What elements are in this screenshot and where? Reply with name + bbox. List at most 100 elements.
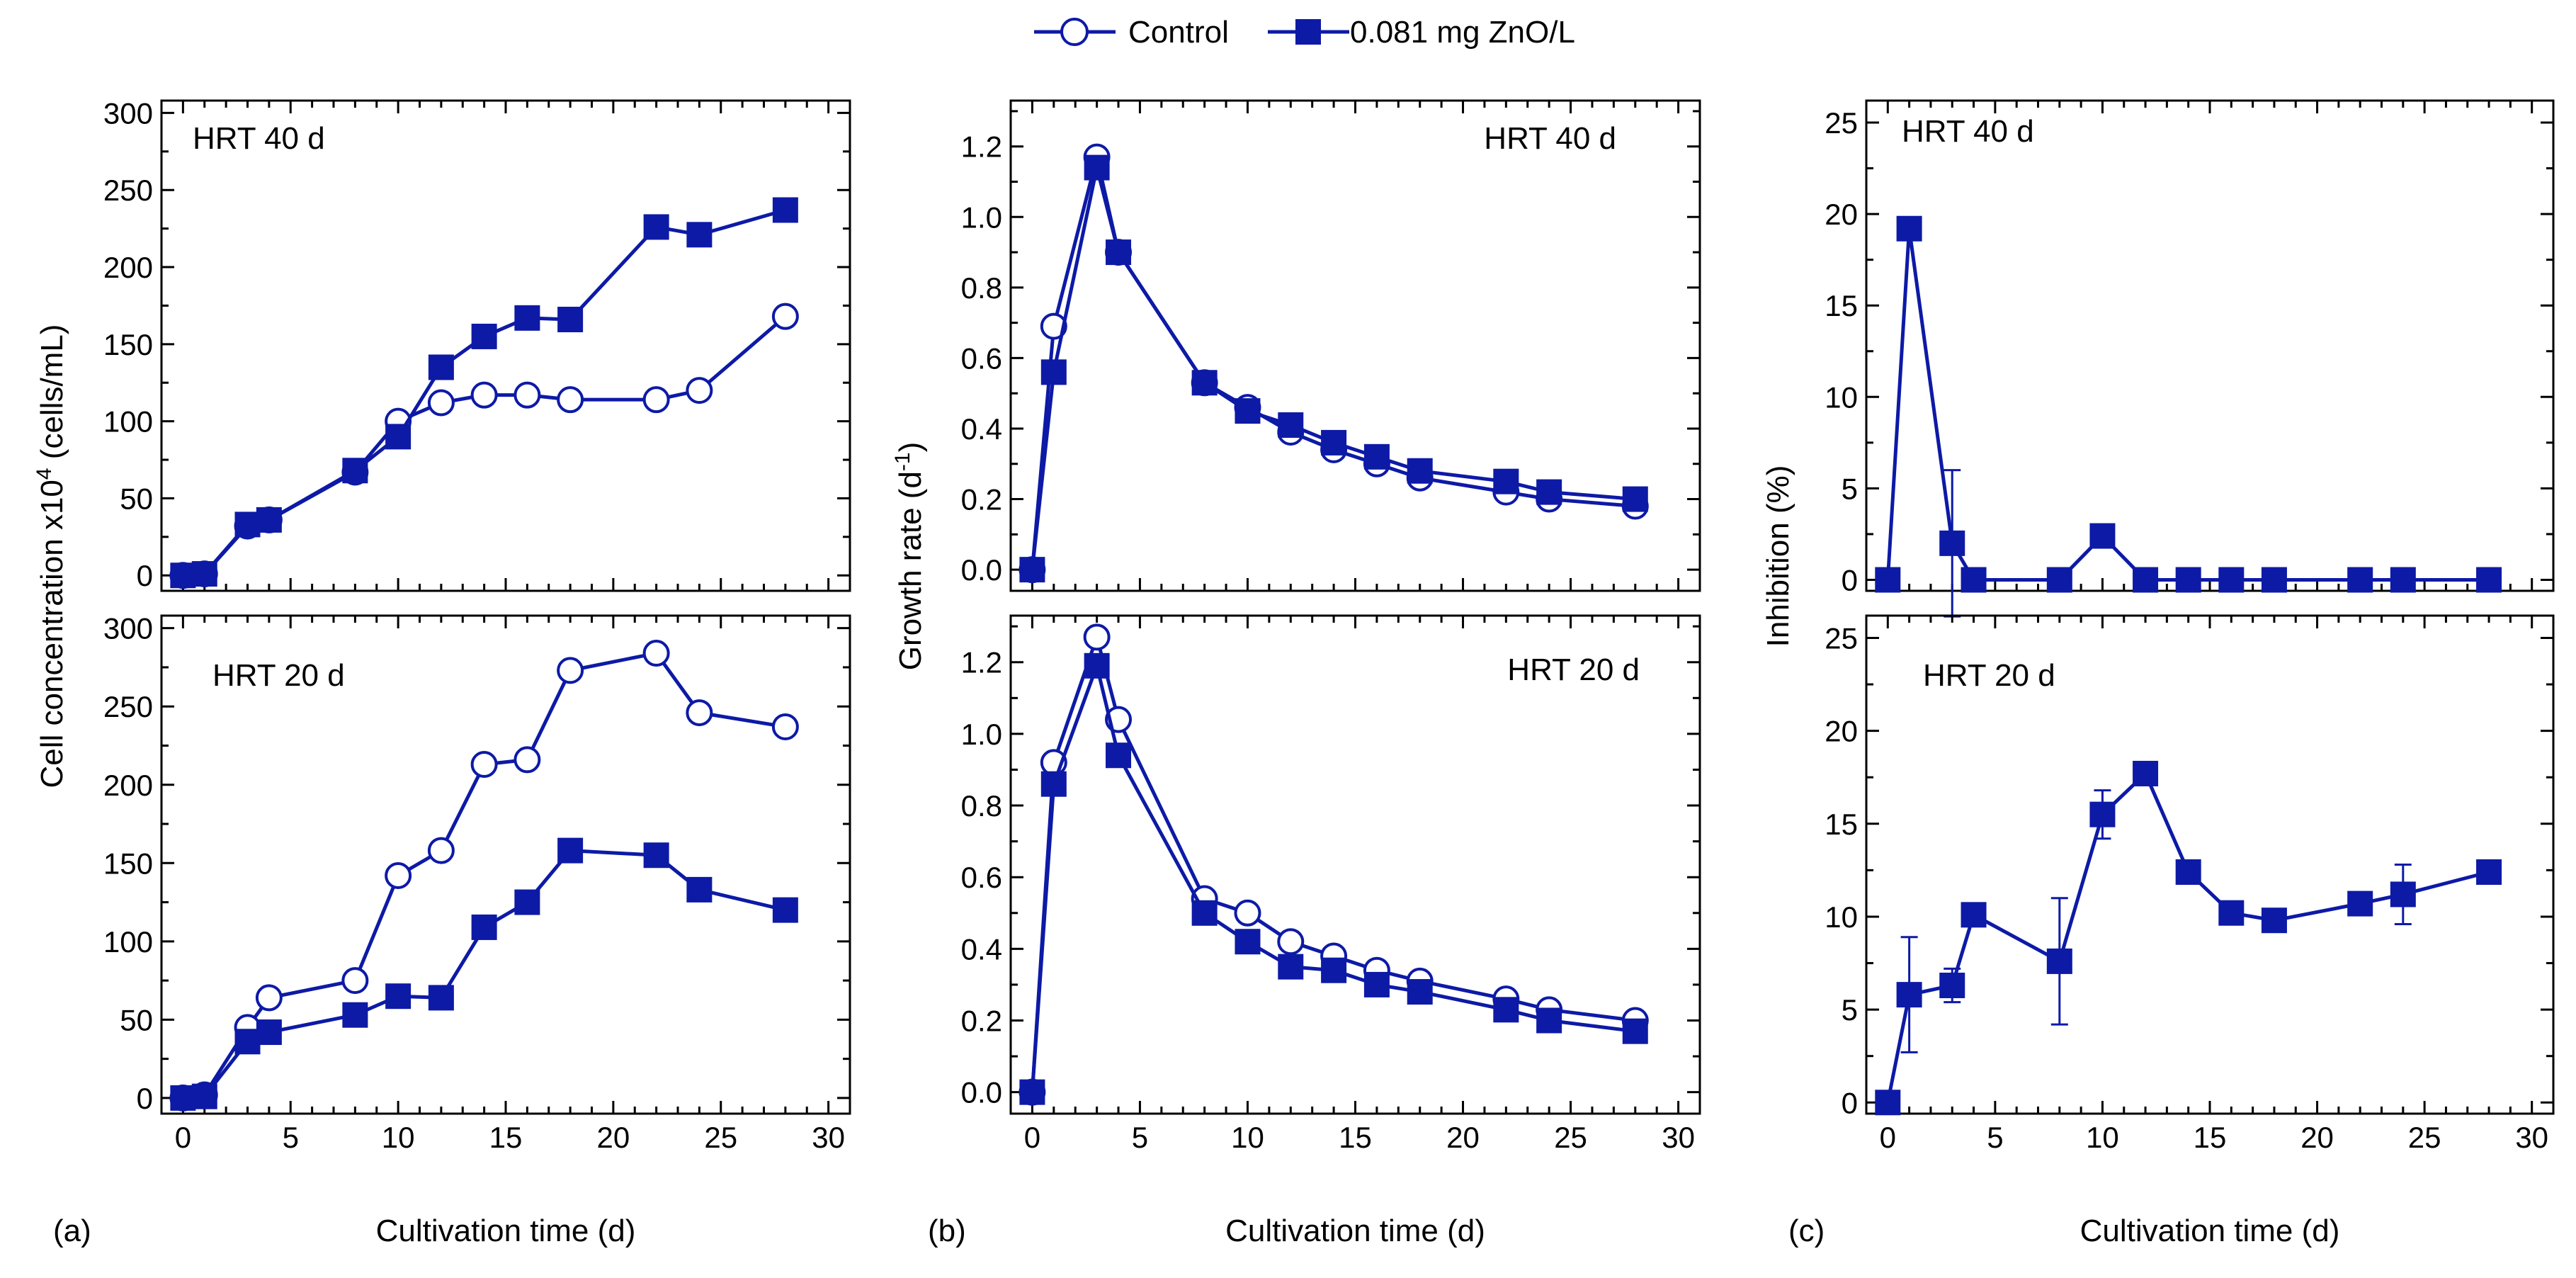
y-tick-label-c-bottom-3: 15 [1825, 808, 1858, 841]
x-tick-label-a-bottom-15: 15 [489, 1121, 523, 1154]
y-title-a-text: Cell concentration x10 [35, 480, 69, 788]
svg-text:Growth rate (d-1): Growth rate (d-1) [891, 442, 929, 671]
data-point-zno-c-bottom-2 [1939, 973, 1965, 999]
legend-label-zno: 0.081 mg ZnO/L [1350, 15, 1575, 50]
y-tick-label-a-top-2: 100 [103, 405, 153, 439]
y-title-c: Inhibition (%) [1761, 465, 1795, 648]
data-point-zno-a-top-10 [643, 214, 669, 240]
data-point-control-b-top-1 [1040, 312, 1067, 340]
legend-marker-control [1060, 18, 1089, 46]
data-point-zno-b-top-12 [1622, 486, 1648, 512]
plot-frame-b-top [1009, 99, 1701, 592]
data-point-zno-c-top-6 [2133, 567, 2159, 593]
data-point-zno-a-top-7 [471, 323, 497, 349]
plot-frame-b-bottom [1009, 614, 1701, 1115]
y-tick-label-c-top-4: 20 [1825, 198, 1858, 231]
data-point-zno-c-bottom-5 [2089, 801, 2116, 827]
data-point-zno-b-top-9 [1407, 458, 1433, 484]
y-tick-label-b-bottom-0: 0.0 [961, 1076, 1002, 1109]
data-point-zno-c-bottom-9 [2261, 907, 2287, 934]
data-point-control-a-top-12 [771, 302, 799, 330]
data-point-zno-c-bottom-6 [2133, 760, 2159, 786]
data-point-zno-a-bottom-0 [170, 1085, 196, 1111]
data-point-zno-b-top-6 [1278, 412, 1304, 439]
y-tick-label-a-top-3: 150 [103, 328, 153, 361]
y-tick-label-c-top-0: 0 [1842, 564, 1858, 597]
data-point-zno-b-top-0 [1019, 557, 1045, 583]
x-tick-label-a-bottom-30: 30 [812, 1121, 845, 1154]
data-point-zno-a-top-11 [686, 222, 713, 248]
x-tick-label-b-bottom-15: 15 [1339, 1121, 1372, 1154]
y-tick-label-c-top-1: 5 [1842, 472, 1858, 505]
y-tick-label-b-bottom-1: 0.2 [961, 1005, 1002, 1038]
data-point-zno-c-top-8 [2218, 567, 2245, 593]
data-point-control-b-bottom-2 [1083, 623, 1111, 651]
data-point-control-a-top-11 [686, 377, 713, 405]
data-point-zno-b-bottom-7 [1321, 957, 1347, 983]
x-tick-label-b-bottom-10: 10 [1231, 1121, 1264, 1154]
data-point-zno-a-bottom-1 [191, 1083, 217, 1109]
data-point-control-a-bottom-6 [427, 837, 455, 864]
data-point-zno-b-top-4 [1191, 370, 1218, 396]
legend-marker-zno [1295, 19, 1321, 45]
data-point-control-a-top-8 [514, 381, 541, 409]
y-tick-label-a-top-5: 250 [103, 174, 153, 207]
data-point-zno-b-bottom-1 [1040, 771, 1067, 797]
y-tick-label-a-top-0: 0 [137, 559, 153, 592]
data-point-zno-a-bottom-3 [256, 1019, 282, 1046]
data-point-zno-b-bottom-6 [1278, 954, 1304, 980]
data-point-zno-c-top-5 [2089, 523, 2116, 549]
plot-frame-c-top [1865, 99, 2555, 592]
y-title-b: Growth rate (d-1) [891, 442, 929, 671]
data-point-control-a-bottom-4 [341, 967, 369, 995]
data-point-control-a-top-10 [642, 386, 670, 414]
data-point-zno-a-bottom-8 [514, 889, 540, 915]
data-point-zno-b-bottom-11 [1536, 1007, 1562, 1034]
data-point-zno-a-bottom-9 [557, 837, 584, 864]
data-point-control-a-bottom-11 [686, 699, 713, 727]
data-point-zno-b-bottom-12 [1622, 1018, 1648, 1044]
panel-label-c: (c) [1788, 1214, 1825, 1248]
data-point-control-a-top-9 [557, 386, 584, 414]
data-point-zno-b-top-5 [1235, 398, 1261, 424]
data-point-zno-c-top-3 [1961, 567, 1987, 593]
panel-c-bottom: 0 5 10 15 20 25 30 0 5 10 15 20 25 HRT 20 d Cultivatio… [1825, 614, 2555, 1248]
data-point-zno-b-top-8 [1363, 443, 1390, 470]
y-tick-label-b-top-6: 1.2 [961, 130, 1002, 164]
data-point-zno-c-bottom-3 [1961, 902, 1987, 928]
data-point-zno-b-bottom-5 [1235, 929, 1261, 955]
y-tick-label-b-bottom-4: 0.8 [961, 789, 1002, 822]
data-point-zno-c-bottom-4 [2046, 948, 2072, 974]
data-point-zno-b-top-11 [1536, 479, 1562, 505]
data-point-zno-a-top-5 [385, 424, 412, 450]
data-point-control-b-bottom-5 [1234, 899, 1261, 927]
data-point-zno-a-top-6 [428, 354, 454, 380]
series-line-c-top-zno [1885, 227, 2490, 582]
x-title-a-bottom: Cultivation time (d) [376, 1214, 636, 1248]
x-tick-label-a-bottom-10: 10 [382, 1121, 415, 1154]
y-tick-label-c-top-5: 25 [1825, 106, 1858, 140]
data-point-control-a-top-6 [427, 389, 455, 417]
y-tick-label-a-top-4: 200 [103, 251, 153, 284]
data-point-zno-b-top-3 [1106, 239, 1132, 266]
legend: Control 0.081 mg ZnO/L [1034, 15, 1575, 50]
data-point-zno-c-bottom-7 [2175, 859, 2201, 885]
panel-label-a: (a) [53, 1214, 91, 1248]
hrt-label-c-top: HRT 40 d [1902, 114, 2034, 149]
y-title-c-text: Inhibition (%) [1761, 465, 1795, 648]
y-tick-label-a-bottom-1: 50 [120, 1003, 153, 1036]
y-tick-label-c-bottom-5: 25 [1825, 621, 1858, 655]
y-tick-label-a-top-1: 50 [120, 482, 153, 515]
data-point-zno-b-top-2 [1084, 154, 1110, 181]
data-point-zno-c-bottom-12 [2476, 859, 2502, 885]
data-point-zno-a-top-1 [191, 561, 217, 587]
y-tick-label-b-top-2: 0.4 [961, 412, 1002, 446]
data-point-zno-b-bottom-10 [1493, 997, 1519, 1023]
y-tick-label-b-top-1: 0.2 [961, 483, 1002, 516]
x-tick-label-c-bottom-5: 5 [1987, 1121, 2003, 1154]
data-point-zno-a-top-8 [514, 305, 540, 331]
legend-label-control: Control [1128, 15, 1229, 50]
